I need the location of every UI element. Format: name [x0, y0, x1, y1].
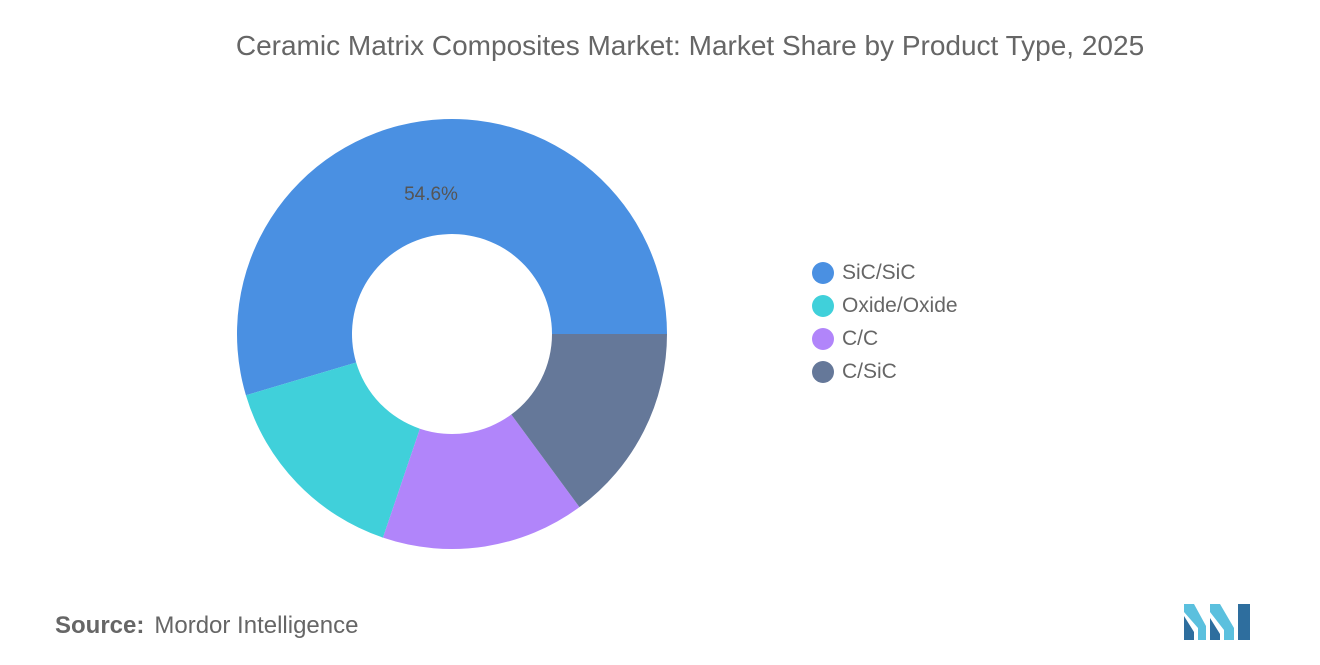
legend-label: Oxide/Oxide: [842, 293, 958, 317]
data-label-sic-sic: 54.6%: [404, 184, 458, 205]
slice-sic-sic: [237, 119, 668, 396]
mordor-intelligence-logo-icon: [1184, 604, 1250, 640]
legend-label: SiC/SiC: [842, 260, 916, 284]
slice-c-c: [382, 414, 580, 549]
legend-item-oxide-oxide: Oxide/Oxide: [812, 289, 958, 322]
legend-swatch-icon: [812, 261, 834, 284]
legend-item-c-sic: C/SiC: [812, 355, 958, 388]
source-value: Mordor Intelligence: [154, 612, 359, 639]
legend-label: C/C: [842, 326, 879, 350]
slice-c-sic: [511, 334, 667, 508]
source-note: Source: Mordor Intelligence: [55, 612, 358, 640]
legend-label: C/SiC: [842, 359, 897, 383]
legend: SiC/SiC Oxide/Oxide C/C C/SiC: [812, 256, 958, 388]
chart-title: Ceramic Matrix Composites Market: Market…: [235, 30, 1145, 61]
legend-swatch-icon: [812, 327, 834, 350]
source-label: Source:: [55, 612, 145, 639]
slice-oxide-oxide: [245, 362, 420, 538]
legend-item-sic-sic: SiC/SiC: [812, 256, 958, 289]
legend-swatch-icon: [812, 360, 834, 383]
legend-item-c-c: C/C: [812, 322, 958, 355]
legend-swatch-icon: [812, 294, 834, 317]
